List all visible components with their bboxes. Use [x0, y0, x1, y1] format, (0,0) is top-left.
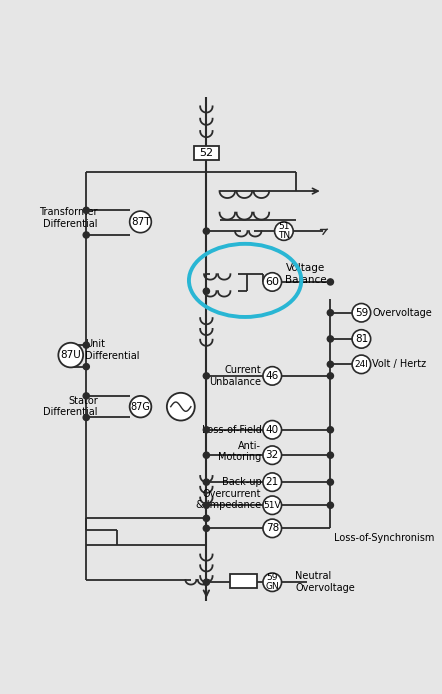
- Circle shape: [83, 364, 89, 370]
- Circle shape: [58, 343, 83, 367]
- Bar: [230, 574, 257, 588]
- Text: 59
GN: 59 GN: [265, 573, 279, 591]
- Circle shape: [263, 446, 282, 464]
- Circle shape: [352, 330, 371, 348]
- Circle shape: [203, 288, 210, 294]
- Circle shape: [167, 393, 195, 421]
- Circle shape: [203, 373, 210, 379]
- Text: Stator
Differential: Stator Differential: [43, 396, 98, 418]
- Text: Volt / Hertz: Volt / Hertz: [372, 359, 427, 369]
- Circle shape: [327, 362, 333, 367]
- Text: Current
Unbalance: Current Unbalance: [210, 365, 261, 387]
- Circle shape: [83, 393, 89, 399]
- Circle shape: [263, 519, 282, 538]
- Text: 21: 21: [266, 477, 279, 487]
- Circle shape: [327, 279, 333, 285]
- Circle shape: [83, 414, 89, 421]
- Circle shape: [263, 496, 282, 514]
- Circle shape: [327, 373, 333, 379]
- Circle shape: [263, 366, 282, 385]
- Circle shape: [203, 525, 210, 532]
- Circle shape: [327, 479, 333, 485]
- Circle shape: [83, 208, 89, 214]
- Circle shape: [203, 515, 210, 521]
- Text: Transformer
Differential: Transformer Differential: [39, 208, 98, 229]
- Circle shape: [203, 502, 210, 508]
- Text: 78: 78: [266, 523, 279, 534]
- Circle shape: [130, 396, 151, 418]
- Text: Loss-of-Field: Loss-of-Field: [202, 425, 261, 434]
- Circle shape: [83, 232, 89, 238]
- Circle shape: [203, 479, 210, 485]
- Text: Anti-
Motoring: Anti- Motoring: [218, 441, 261, 462]
- Circle shape: [327, 427, 333, 433]
- Text: 40: 40: [266, 425, 279, 434]
- Circle shape: [203, 579, 210, 585]
- Text: Voltage
Balance: Voltage Balance: [286, 264, 327, 285]
- Circle shape: [327, 502, 333, 508]
- Text: 60: 60: [265, 277, 279, 287]
- Circle shape: [203, 228, 210, 234]
- Circle shape: [203, 452, 210, 458]
- Text: Unit
Differential: Unit Differential: [85, 339, 139, 360]
- Text: 24I: 24I: [354, 359, 368, 369]
- Text: Loss-of-Synchronism: Loss-of-Synchronism: [334, 532, 434, 543]
- Circle shape: [327, 452, 333, 458]
- Text: 32: 32: [266, 450, 279, 460]
- Circle shape: [274, 222, 293, 240]
- Circle shape: [130, 211, 151, 232]
- Text: 52: 52: [199, 148, 213, 158]
- Text: 81: 81: [355, 334, 368, 344]
- Text: Overvoltage: Overvoltage: [372, 307, 432, 318]
- Circle shape: [327, 336, 333, 342]
- Circle shape: [327, 310, 333, 316]
- Circle shape: [83, 342, 89, 348]
- Circle shape: [263, 473, 282, 491]
- Text: Neutral
Overvoltage: Neutral Overvoltage: [296, 571, 355, 593]
- Circle shape: [263, 273, 282, 291]
- Text: 87U: 87U: [61, 350, 81, 360]
- Text: 87G: 87G: [130, 402, 150, 412]
- Text: 87T: 87T: [131, 217, 150, 227]
- Circle shape: [203, 427, 210, 433]
- Text: 46: 46: [266, 371, 279, 381]
- Bar: [194, 146, 219, 160]
- Circle shape: [352, 303, 371, 322]
- Circle shape: [263, 421, 282, 439]
- Text: 51V: 51V: [263, 501, 281, 509]
- Circle shape: [352, 355, 371, 373]
- Text: 51
TN: 51 TN: [278, 222, 290, 240]
- Text: Back-up
Overcurrent
& Impedance: Back-up Overcurrent & Impedance: [196, 477, 261, 510]
- Circle shape: [263, 573, 282, 591]
- Text: 59: 59: [355, 307, 368, 318]
